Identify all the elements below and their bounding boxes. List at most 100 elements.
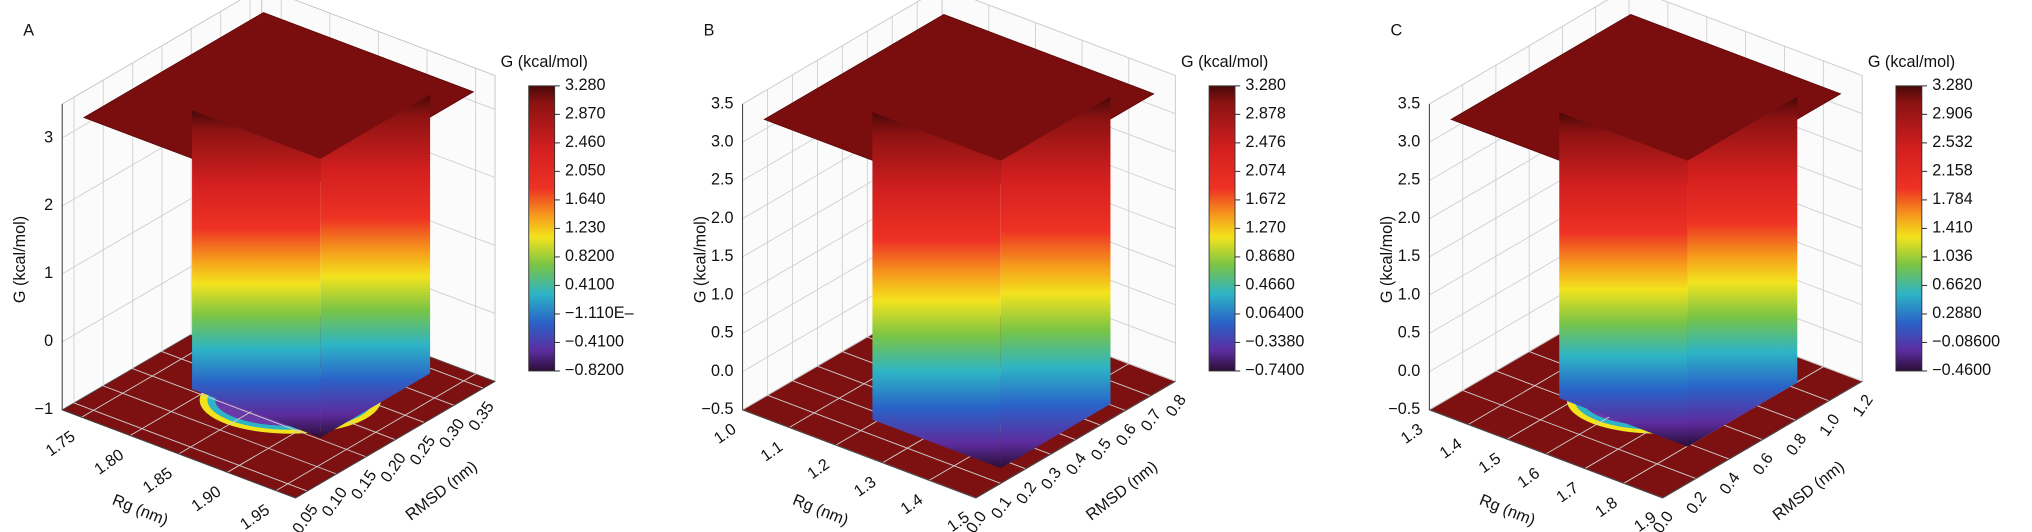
colorbar-tick-label: 2.050 xyxy=(565,162,606,180)
colorbar-title: G (kcal/mol) xyxy=(1181,53,1268,71)
grid-line xyxy=(767,89,1001,484)
y-tick-label: 0.0 xyxy=(1650,508,1678,532)
surface-wall xyxy=(192,110,321,438)
x-tick-label: 1.1 xyxy=(757,438,786,466)
colorbar-tick-label: 1.672 xyxy=(1245,190,1286,208)
colorbar-tick-label: 2.074 xyxy=(1245,162,1286,180)
z-tick-label: −0.5 xyxy=(702,400,734,418)
x-tick-label: 1.7 xyxy=(1553,479,1582,507)
y-tick-label: 0.4 xyxy=(1716,469,1744,498)
colorbar-tick-label: −0.8200 xyxy=(565,361,624,379)
x-axis-label: Rg (nm) xyxy=(1477,491,1538,530)
colorbar xyxy=(528,85,556,372)
panel-label: B xyxy=(704,22,715,40)
colorbar-tick-label: 3.280 xyxy=(565,76,606,94)
surface-wall xyxy=(1000,96,1111,469)
y-tick-label: 0.20 xyxy=(377,450,410,486)
colorbar-tick-label: 1.410 xyxy=(1932,219,1973,237)
z-axis-label: G (kcal/mol) xyxy=(691,216,709,303)
z-tick-label: −1 xyxy=(35,400,53,418)
colorbar-tick-label: 2.158 xyxy=(1932,162,1973,180)
colorbar-tick-label: 0.8200 xyxy=(565,247,615,265)
panel-label: C xyxy=(1391,22,1403,40)
surface-wall xyxy=(1687,96,1798,447)
grid-line xyxy=(102,80,337,475)
x-tick-label: 1.3 xyxy=(1398,420,1427,448)
x-tick-label: 1.95 xyxy=(237,501,273,532)
x-axis-label: Rg (nm) xyxy=(110,491,171,530)
y-tick-label: 0.0 xyxy=(963,508,991,532)
colorbar-tick-label: 0.2880 xyxy=(1932,304,1982,322)
axis-edge xyxy=(1428,104,1863,499)
colorbar-tick-label: 2.870 xyxy=(565,105,606,123)
z-tick-label: 1 xyxy=(44,264,53,282)
x-tick-label: 1.8 xyxy=(1592,493,1621,521)
grid-line xyxy=(275,68,477,491)
colorbar-title: G (kcal/mol) xyxy=(1868,53,1955,71)
x-tick-label: 1.2 xyxy=(804,455,833,483)
colorbar-tick-label: 1.270 xyxy=(1245,219,1286,237)
z-tick-label: 2.0 xyxy=(711,209,734,227)
z-axis-label: G (kcal/mol) xyxy=(11,216,29,303)
colorbar-tick-label: 1.640 xyxy=(565,190,606,208)
colorbar-tick-label: −0.08600 xyxy=(1932,333,2000,351)
grid-line xyxy=(1462,84,1697,479)
y-tick-label: 0.8 xyxy=(1162,391,1190,420)
colorbar-tick-label: 0.4100 xyxy=(565,276,615,294)
y-tick-label: 0.30 xyxy=(436,415,469,451)
y-axis-label: RMSD (nm) xyxy=(1769,458,1847,525)
x-axis-label: Rg (nm) xyxy=(790,491,851,530)
x-tick-label: 1.3 xyxy=(851,473,880,501)
colorbar-tick-label: 2.878 xyxy=(1245,105,1286,123)
y-tick-label: 0.6 xyxy=(1749,450,1777,479)
colorbar-tick-label: 2.906 xyxy=(1932,105,1973,123)
z-tick-label: 1.0 xyxy=(1398,285,1421,303)
surface-wall xyxy=(872,112,1001,469)
z-tick-label: 3.5 xyxy=(711,94,734,112)
colorbar-tick-label: 3.280 xyxy=(1245,76,1286,94)
y-tick-label: 0.35 xyxy=(465,398,498,434)
x-tick-label: 1.85 xyxy=(140,464,176,497)
y-tick-label: 1.2 xyxy=(1849,391,1877,420)
z-tick-label: 0.0 xyxy=(711,362,734,380)
y-tick-label: 0.8 xyxy=(1783,430,1811,459)
x-tick-label: 1.4 xyxy=(897,491,926,519)
grid-line xyxy=(132,62,367,458)
z-tick-label: 2.5 xyxy=(1398,171,1421,189)
colorbar-tick-label: −0.4100 xyxy=(565,333,624,351)
z-tick-label: 0.0 xyxy=(1398,362,1421,380)
colorbar xyxy=(1208,85,1236,372)
y-axis-label: RMSD (nm) xyxy=(402,458,480,525)
z-tick-label: 1.5 xyxy=(711,247,734,265)
y-tick-label: 0.2 xyxy=(1683,489,1711,518)
z-tick-label: 0.5 xyxy=(711,324,734,342)
z-tick-label: 0.5 xyxy=(1398,324,1421,342)
y-tick-label: 0.10 xyxy=(318,484,351,520)
z-tick-label: 2.0 xyxy=(1398,209,1421,227)
x-tick-label: 1.6 xyxy=(1514,464,1543,492)
axis-edge xyxy=(61,104,496,499)
x-tick-label: 1.75 xyxy=(42,427,78,460)
colorbar-tick-label: 0.8680 xyxy=(1245,247,1295,265)
z-tick-label: 1.0 xyxy=(711,285,734,303)
colorbar-tick-label: 0.4660 xyxy=(1245,276,1295,294)
y-tick-label: 0.15 xyxy=(348,467,381,503)
colorbar-tick-label: 1.784 xyxy=(1932,190,1973,208)
z-tick-label: 2.5 xyxy=(711,171,734,189)
colorbar-tick-label: 2.476 xyxy=(1245,133,1286,151)
colorbar-tick-label: −0.4600 xyxy=(1932,361,1991,379)
colorbar-tick-label: 2.532 xyxy=(1932,133,1973,151)
z-tick-label: 3 xyxy=(44,128,53,146)
colorbar-tick-label: −1.110E– xyxy=(565,304,634,322)
z-tick-label: −0.5 xyxy=(1388,400,1420,418)
z-tick-label: 1.5 xyxy=(1398,247,1421,265)
colorbar-tick-label: 1.036 xyxy=(1932,247,1973,265)
y-tick-label: 0.25 xyxy=(406,432,439,468)
z-axis-label: G (kcal/mol) xyxy=(1378,216,1396,303)
colorbar-tick-label: −0.7400 xyxy=(1245,361,1304,379)
x-tick-label: 1.5 xyxy=(1475,449,1504,477)
surface-wall xyxy=(1559,112,1688,447)
panel-label: A xyxy=(23,22,34,40)
